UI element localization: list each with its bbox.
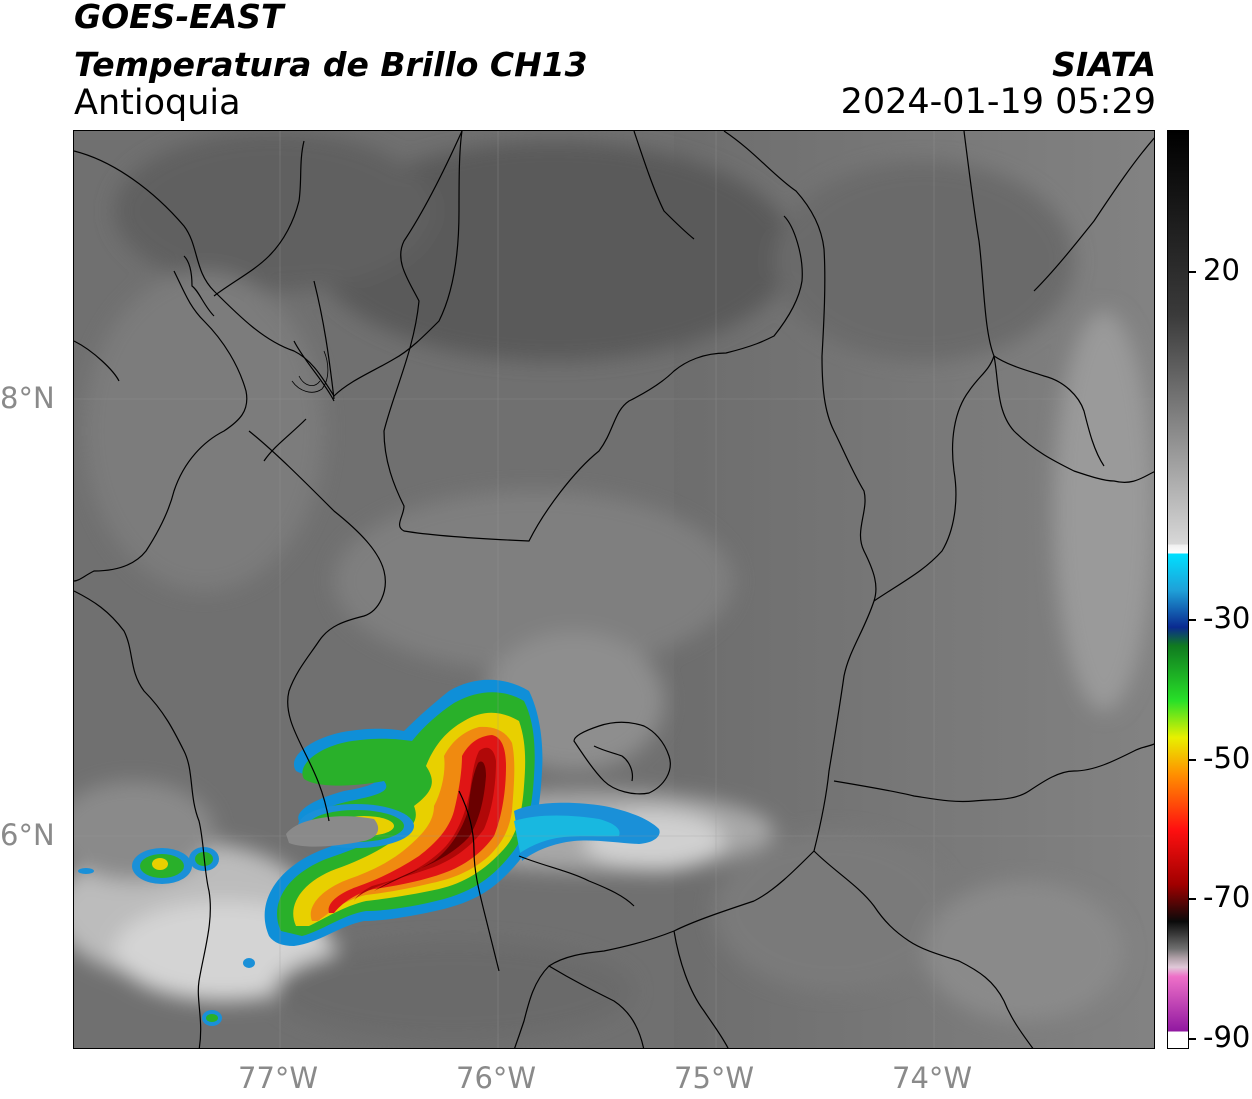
datetime-label: 2024-01-19 05:29 [840,82,1156,122]
satellite-title: GOES-EAST [74,0,284,36]
colorbar-label: -30 [1203,601,1251,635]
longitude-label: 77°W [238,1061,319,1095]
colorbar-label: -50 [1203,741,1251,775]
administrative-borders [74,131,1154,1048]
colorbar-label: 20 [1203,253,1240,287]
colorbar-label: -70 [1203,880,1251,914]
colorbar-tick [1189,271,1196,273]
colorbar-tick [1189,759,1196,761]
colorbar [1167,130,1189,1049]
colorbar-tick [1189,1038,1196,1040]
map-canvas [74,131,1154,1048]
convective-storm [78,679,660,1026]
colorbar-tick [1189,898,1196,900]
agency-label: SIATA [1052,45,1156,84]
colorbar-gradient [1168,131,1188,1048]
colorbar-tick [1189,619,1196,621]
latitude-label: 6°N [0,818,55,852]
cloud-field [74,131,1154,1041]
product-title: Temperatura de Brillo CH13 [74,45,588,84]
longitude-label: 74°W [892,1061,973,1095]
graticule [74,131,1154,1048]
latitude-label: 8°N [0,381,55,415]
longitude-label: 75°W [674,1061,755,1095]
brightness-temperature-map [73,130,1155,1049]
region-subtitle: Antioquia [74,83,241,123]
colorbar-label: -90 [1203,1020,1251,1054]
longitude-label: 76°W [456,1061,537,1095]
